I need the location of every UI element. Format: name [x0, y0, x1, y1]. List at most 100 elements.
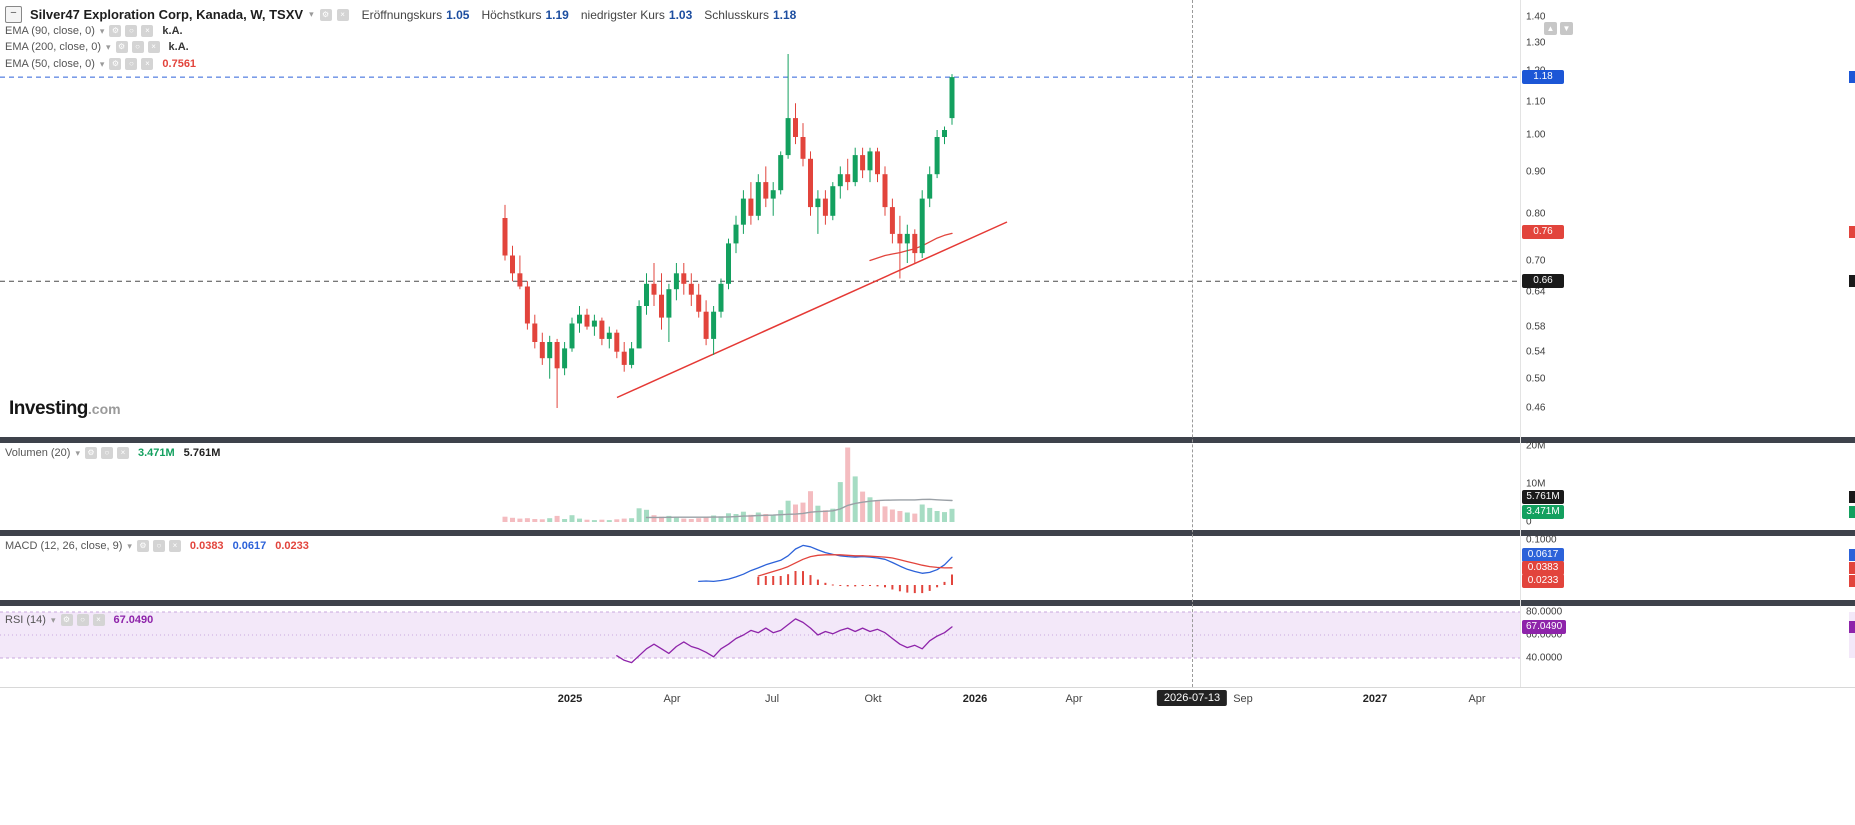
macd-badge: 0.0383 [1522, 561, 1564, 575]
rsi-axis-tick: 60.0000 [1526, 629, 1563, 641]
price-axis-tick: 0.90 [1526, 166, 1546, 178]
cut-badge-sliver [1849, 491, 1855, 504]
circle-icon[interactable]: ○ [125, 58, 138, 70]
watermark-suffix: .com [87, 401, 121, 417]
price-axis-tick: 1.40 [1526, 11, 1546, 23]
time-axis[interactable]: 2025 Apr Jul Okt 2026 Apr Sep 2027 Apr 2026-07-13 [0, 687, 1855, 720]
open-readout: Eröffnungskurs 1.05 [362, 8, 470, 22]
macd-badge: 0.0233 [1522, 574, 1564, 588]
panel-separator[interactable] [0, 600, 1855, 606]
macd-indicator-label[interactable]: MACD (12, 26, close, 9) [5, 540, 123, 552]
chevron-down-icon[interactable]: ▾ [309, 9, 314, 19]
chevron-down-icon[interactable]: ▾ [50, 614, 56, 625]
settings-icon[interactable]: ⚙ [136, 540, 149, 552]
close-readout: Schlusskurs 1.18 [704, 8, 796, 22]
circle-icon[interactable]: ○ [131, 41, 144, 53]
chart-header: − Silver47 Exploration Corp, Kanada, W, … [5, 6, 796, 23]
circle-icon[interactable]: ○ [125, 25, 138, 37]
crosshair-date-badge: 2026-07-13 [1156, 690, 1228, 706]
open-label: Eröffnungskurs [361, 7, 443, 22]
chevron-up-icon[interactable]: ▲ [1544, 22, 1557, 35]
price-axis-tick: 0.80 [1526, 208, 1546, 220]
high-value: 1.19 [545, 7, 569, 22]
cut-badge-sliver [1849, 575, 1855, 587]
cut-badge-sliver [1849, 225, 1855, 238]
circle-icon[interactable]: ○ [100, 447, 113, 459]
chevron-down-icon[interactable]: ▾ [99, 58, 105, 69]
cut-badge-sliver [1849, 620, 1855, 633]
candlestick-chart[interactable] [0, 0, 1520, 437]
time-axis-label: 2026 [962, 693, 988, 705]
macd-chart[interactable] [0, 536, 1520, 600]
volume-current-value: 3.471M [137, 447, 175, 459]
price-scale[interactable] [1520, 0, 1855, 687]
price-badge: 1.18 [1522, 70, 1564, 85]
close-icon[interactable]: × [147, 41, 160, 53]
chevron-down-icon[interactable]: ▾ [127, 540, 132, 551]
volume-badge: 5.761M [1522, 490, 1564, 505]
chevron-down-icon[interactable]: ▾ [75, 447, 80, 458]
price-axis-tick: 0.70 [1526, 255, 1546, 266]
volume-legend: Volumen (20) ▾ ⚙ ○ × 3.471M 5.761M [5, 447, 220, 459]
price-axis-tick: 1.10 [1526, 96, 1546, 108]
volume-chart[interactable] [0, 443, 1520, 530]
rsi-panel[interactable]: RSI (14) ▾ ⚙ ○ × 67.0490 [0, 606, 1855, 687]
settings-icon[interactable]: ⚙ [60, 614, 73, 626]
low-readout: niedrigster Kurs 1.03 [581, 8, 692, 22]
settings-icon[interactable]: ⚙ [115, 41, 128, 53]
volume-ma-value: 5.761M [183, 447, 221, 459]
circle-icon[interactable]: ○ [152, 540, 165, 552]
settings-icon[interactable]: ⚙ [319, 8, 332, 21]
volume-indicator-label[interactable]: Volumen (20) [5, 447, 71, 459]
crosshair-vertical-line [1192, 0, 1193, 687]
low-value: 1.03 [668, 7, 693, 22]
ema200-label[interactable]: EMA (200, close, 0) [5, 41, 101, 53]
price-axis-tick: 0.46 [1526, 402, 1546, 414]
macd-signal-value: 0.0233 [275, 540, 309, 552]
price-scale-border [1520, 0, 1521, 687]
price-badge: 0.76 [1522, 224, 1564, 239]
macd-legend: MACD (12, 26, close, 9) ▾ ⚙ ○ × 0.0383 0… [5, 540, 309, 552]
price-axis-tick: 0.58 [1526, 321, 1546, 333]
chevron-down-icon[interactable]: ▼ [1560, 22, 1573, 35]
symbol-title[interactable]: Silver47 Exploration Corp, Kanada, W, TS… [30, 7, 304, 22]
ema90-label[interactable]: EMA (90, close, 0) [5, 25, 95, 37]
close-icon[interactable]: × [92, 614, 105, 626]
price-axis-tick: 0.50 [1526, 373, 1546, 385]
close-label: Schlusskurs [704, 7, 769, 22]
circle-icon[interactable]: ○ [76, 614, 89, 626]
ema200-value: k.A. [168, 41, 189, 53]
price-badge: 0.66 [1522, 274, 1564, 289]
chevron-down-icon[interactable]: ▾ [99, 25, 105, 36]
axis-toolbar: ▲ ▼ [1544, 22, 1573, 35]
settings-icon[interactable]: ⚙ [84, 447, 97, 459]
close-icon[interactable]: × [336, 8, 349, 21]
rsi-axis-tick: 40.0000 [1526, 652, 1563, 664]
volume-axis-tick: 0 [1526, 516, 1532, 528]
cut-badge-sliver [1849, 71, 1855, 84]
settings-icon[interactable]: ⚙ [109, 25, 122, 37]
time-axis-label: Apr [663, 693, 681, 705]
settings-icon[interactable]: ⚙ [109, 58, 122, 70]
rsi-legend: RSI (14) ▾ ⚙ ○ × 67.0490 [5, 614, 153, 626]
chevron-down-icon[interactable]: ▾ [106, 41, 111, 52]
ema50-value: 0.7561 [162, 58, 197, 70]
close-icon[interactable]: × [141, 58, 154, 70]
price-axis-tick: 1.00 [1526, 129, 1546, 141]
rsi-indicator-label[interactable]: RSI (14) [5, 614, 46, 626]
rsi-badge: 67.0490 [1522, 619, 1567, 634]
collapse-icon[interactable]: − [5, 6, 22, 23]
ema200-legend: EMA (200, close, 0) ▾ ⚙ ○ × k.A. [5, 41, 189, 53]
ema50-label[interactable]: EMA (50, close, 0) [5, 58, 95, 70]
panel-separator[interactable] [0, 437, 1855, 443]
rsi-chart[interactable] [0, 606, 1520, 687]
macd-badge: 0.0617 [1522, 548, 1564, 562]
low-label: niedrigster Kurs [580, 7, 665, 22]
macd-hist-value: 0.0383 [189, 540, 224, 552]
price-axis-tick: 1.30 [1526, 37, 1546, 49]
close-icon[interactable]: × [141, 25, 154, 37]
close-icon[interactable]: × [168, 540, 181, 552]
rsi-value: 67.0490 [113, 614, 154, 626]
close-icon[interactable]: × [116, 447, 129, 459]
panel-separator[interactable] [0, 530, 1855, 536]
